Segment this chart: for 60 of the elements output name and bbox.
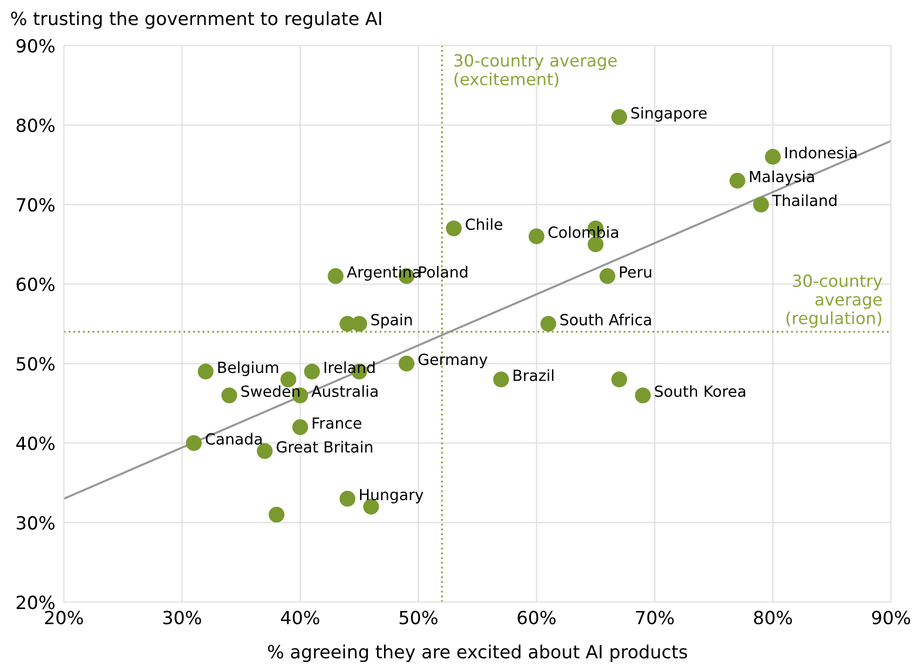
annotation: Australia <box>311 385 378 398</box>
ref-line-label: 30-country average (excitement) <box>454 54 617 88</box>
point <box>198 364 214 380</box>
point <box>764 148 781 165</box>
x-tick-label: 90% <box>872 610 910 624</box>
annotation: Thailand <box>772 194 836 206</box>
y-tick-label: 70% <box>16 198 55 212</box>
point <box>351 316 368 332</box>
annotation: Singapore <box>631 106 707 122</box>
point <box>292 419 308 436</box>
annotation: Brazil <box>514 369 554 382</box>
annotation: Indonesia <box>785 146 856 158</box>
x-tick-label: 80% <box>754 610 792 624</box>
y-tick-label: 20% <box>16 596 55 610</box>
annotation: Chile <box>466 218 502 230</box>
point <box>753 196 769 212</box>
point <box>186 435 202 451</box>
point <box>611 109 628 125</box>
x-tick-label: 60% <box>518 610 556 624</box>
point <box>729 172 746 189</box>
x-axis-title: % agreeing they are excited about AI products <box>268 644 687 662</box>
x-tick-label: 70% <box>636 610 674 624</box>
x-tick-label: 30% <box>163 610 202 624</box>
point <box>398 356 414 372</box>
y-tick-label: 60% <box>16 277 55 292</box>
point <box>256 443 273 459</box>
annotation: South Korea <box>654 385 746 398</box>
y-tick-label: 80% <box>16 118 55 132</box>
y-tick-label: 90% <box>16 38 55 53</box>
point <box>600 268 616 284</box>
point <box>268 506 284 523</box>
point <box>540 316 556 332</box>
point <box>528 228 544 244</box>
x-tick-label: 20% <box>45 610 83 624</box>
point <box>328 268 344 284</box>
annotation: Spain <box>371 314 412 328</box>
ref-line-label: 30-country average (regulation) <box>786 274 882 328</box>
annotation: Germany <box>418 354 488 368</box>
annotation: South Africa <box>560 314 651 326</box>
point <box>611 372 628 388</box>
x-tick-label: 40% <box>280 610 320 624</box>
annotation: Canada <box>206 432 262 445</box>
annotation: France <box>312 417 362 429</box>
annotation: Great Britain <box>276 440 372 453</box>
point <box>446 220 462 236</box>
y-tick-label: 30% <box>16 516 55 530</box>
y-tick-label: 50% <box>16 357 55 371</box>
y-axis-title: % trusting the government to regulate AI <box>11 11 382 29</box>
point <box>221 387 238 404</box>
y-tick-label: 40% <box>16 436 55 450</box>
point <box>493 372 509 388</box>
point <box>340 490 356 507</box>
point <box>634 387 651 404</box>
annotation: Poland <box>419 266 468 278</box>
annotation: Malaysia <box>750 170 814 186</box>
annotation: Hungary <box>360 489 424 504</box>
x-tick-label: 50% <box>400 610 438 624</box>
annotation: Peru <box>620 266 652 278</box>
annotation: Belgium <box>218 361 278 376</box>
point <box>304 364 320 380</box>
